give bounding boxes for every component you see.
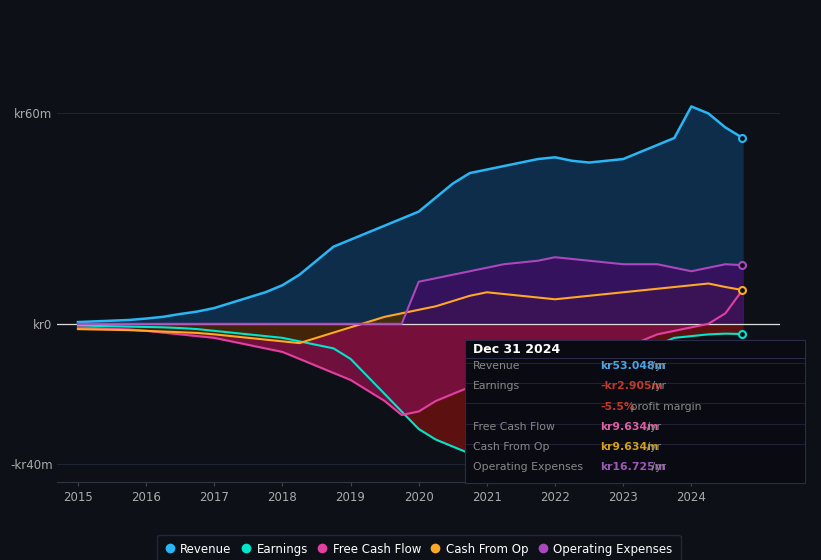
Text: kr9.634m: kr9.634m	[600, 422, 658, 432]
Text: profit margin: profit margin	[627, 402, 701, 412]
Text: -5.5%: -5.5%	[600, 402, 635, 412]
Text: /yr: /yr	[649, 361, 666, 371]
Text: /yr: /yr	[649, 463, 666, 473]
Text: /yr: /yr	[643, 442, 661, 452]
Text: Revenue: Revenue	[473, 361, 521, 371]
Text: -kr2.905m: -kr2.905m	[600, 381, 663, 391]
Text: kr53.048m: kr53.048m	[600, 361, 666, 371]
Text: /yr: /yr	[643, 422, 661, 432]
Text: kr9.634m: kr9.634m	[600, 442, 658, 452]
Legend: Revenue, Earnings, Free Cash Flow, Cash From Op, Operating Expenses: Revenue, Earnings, Free Cash Flow, Cash …	[157, 535, 681, 560]
Text: Operating Expenses: Operating Expenses	[473, 463, 583, 473]
Text: Cash From Op: Cash From Op	[473, 442, 549, 452]
Text: Earnings: Earnings	[473, 381, 520, 391]
Text: /yr: /yr	[649, 381, 666, 391]
Text: Free Cash Flow: Free Cash Flow	[473, 422, 555, 432]
Text: kr16.725m: kr16.725m	[600, 463, 666, 473]
Text: Dec 31 2024: Dec 31 2024	[473, 343, 560, 356]
